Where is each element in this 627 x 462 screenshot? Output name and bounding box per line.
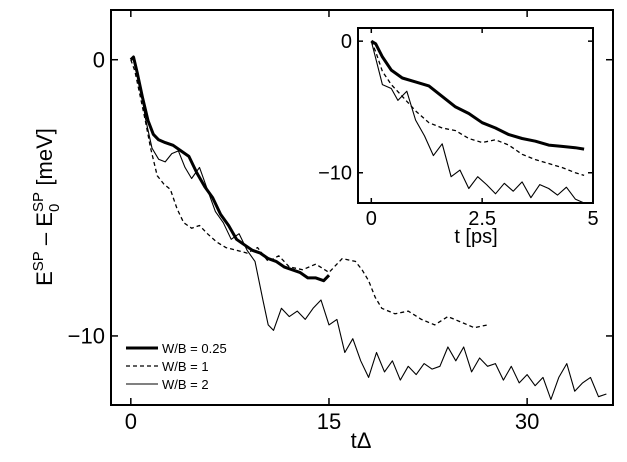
- main-x-tick-label: 0: [125, 409, 137, 434]
- main-ticks: 0 15 30 0 −10: [68, 10, 613, 434]
- inset-x-tick-label: 2.5: [468, 208, 496, 230]
- inset-plot-frame: [357, 27, 594, 204]
- legend-label-wb-2: W/B = 2: [162, 377, 209, 392]
- inset-series-line-dashed: [370, 40, 585, 177]
- inset-series-line-thin: [370, 41, 585, 204]
- y-axis-label: ESP – ESP0 [meV]: [30, 128, 63, 286]
- inset-x-tick-label: 0: [366, 208, 377, 230]
- legend: W/B = 0.25 W/B = 1 W/B = 2: [126, 341, 227, 392]
- main-series: [129, 55, 607, 401]
- legend-label-wb-0.25: W/B = 0.25: [162, 341, 227, 356]
- inset-series-line-thick: [370, 39, 585, 151]
- main-y-tick-label: 0: [93, 47, 105, 72]
- main-x-tick-label: 30: [515, 409, 539, 434]
- inset-x-axis-label: t [ps]: [454, 226, 497, 248]
- main-x-tick-label: 15: [317, 409, 341, 434]
- main-series-line-thin: [130, 59, 607, 401]
- main-plot-frame: [110, 9, 614, 406]
- main-series-line-dashed: [130, 59, 488, 329]
- inset-x-tick-label: 5: [587, 208, 598, 230]
- inset-ticks: 0 2.5 5 0 −10: [318, 28, 599, 230]
- inset-y-tick-label: −10: [318, 163, 352, 185]
- inset-series: [370, 39, 585, 204]
- inset-y-tick-label: 0: [341, 31, 352, 53]
- legend-label-wb-1: W/B = 1: [162, 359, 209, 374]
- x-axis-label: tΔ: [351, 428, 372, 453]
- inset-plot-background: [358, 28, 593, 203]
- main-y-tick-label: −10: [68, 324, 105, 349]
- main-series-line-thick: [129, 55, 331, 283]
